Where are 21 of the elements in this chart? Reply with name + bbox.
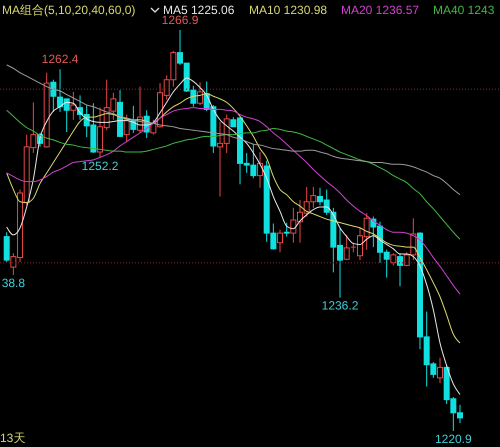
- annotation: 1252.2: [82, 159, 119, 174]
- candlestick: [404, 252, 410, 267]
- annotation: 13天: [0, 431, 26, 445]
- text: MA40 1243: [433, 3, 495, 17]
- candlestick: [197, 82, 204, 106]
- candlestick: [397, 252, 404, 287]
- annotation: 38.8: [2, 276, 26, 290]
- candlestick: [124, 114, 130, 142]
- annotation: 1262.4: [42, 52, 79, 66]
- annotation: 1220.9: [434, 432, 472, 446]
- annotation: 1236.2: [322, 298, 359, 313]
- candlestick: [390, 252, 396, 266]
- candlestick: [344, 234, 350, 261]
- chart-title: MA组合(5,10,20,40,60,0): [2, 3, 136, 17]
- text: MA10 1230.98: [249, 3, 328, 17]
- candlestick: [437, 357, 443, 384]
- candlestick: [284, 222, 290, 238]
- candlestick: [70, 91, 76, 120]
- candlestick: [4, 232, 10, 262]
- text: MA20 1236.57: [341, 3, 420, 17]
- candlestick: [277, 229, 284, 253]
